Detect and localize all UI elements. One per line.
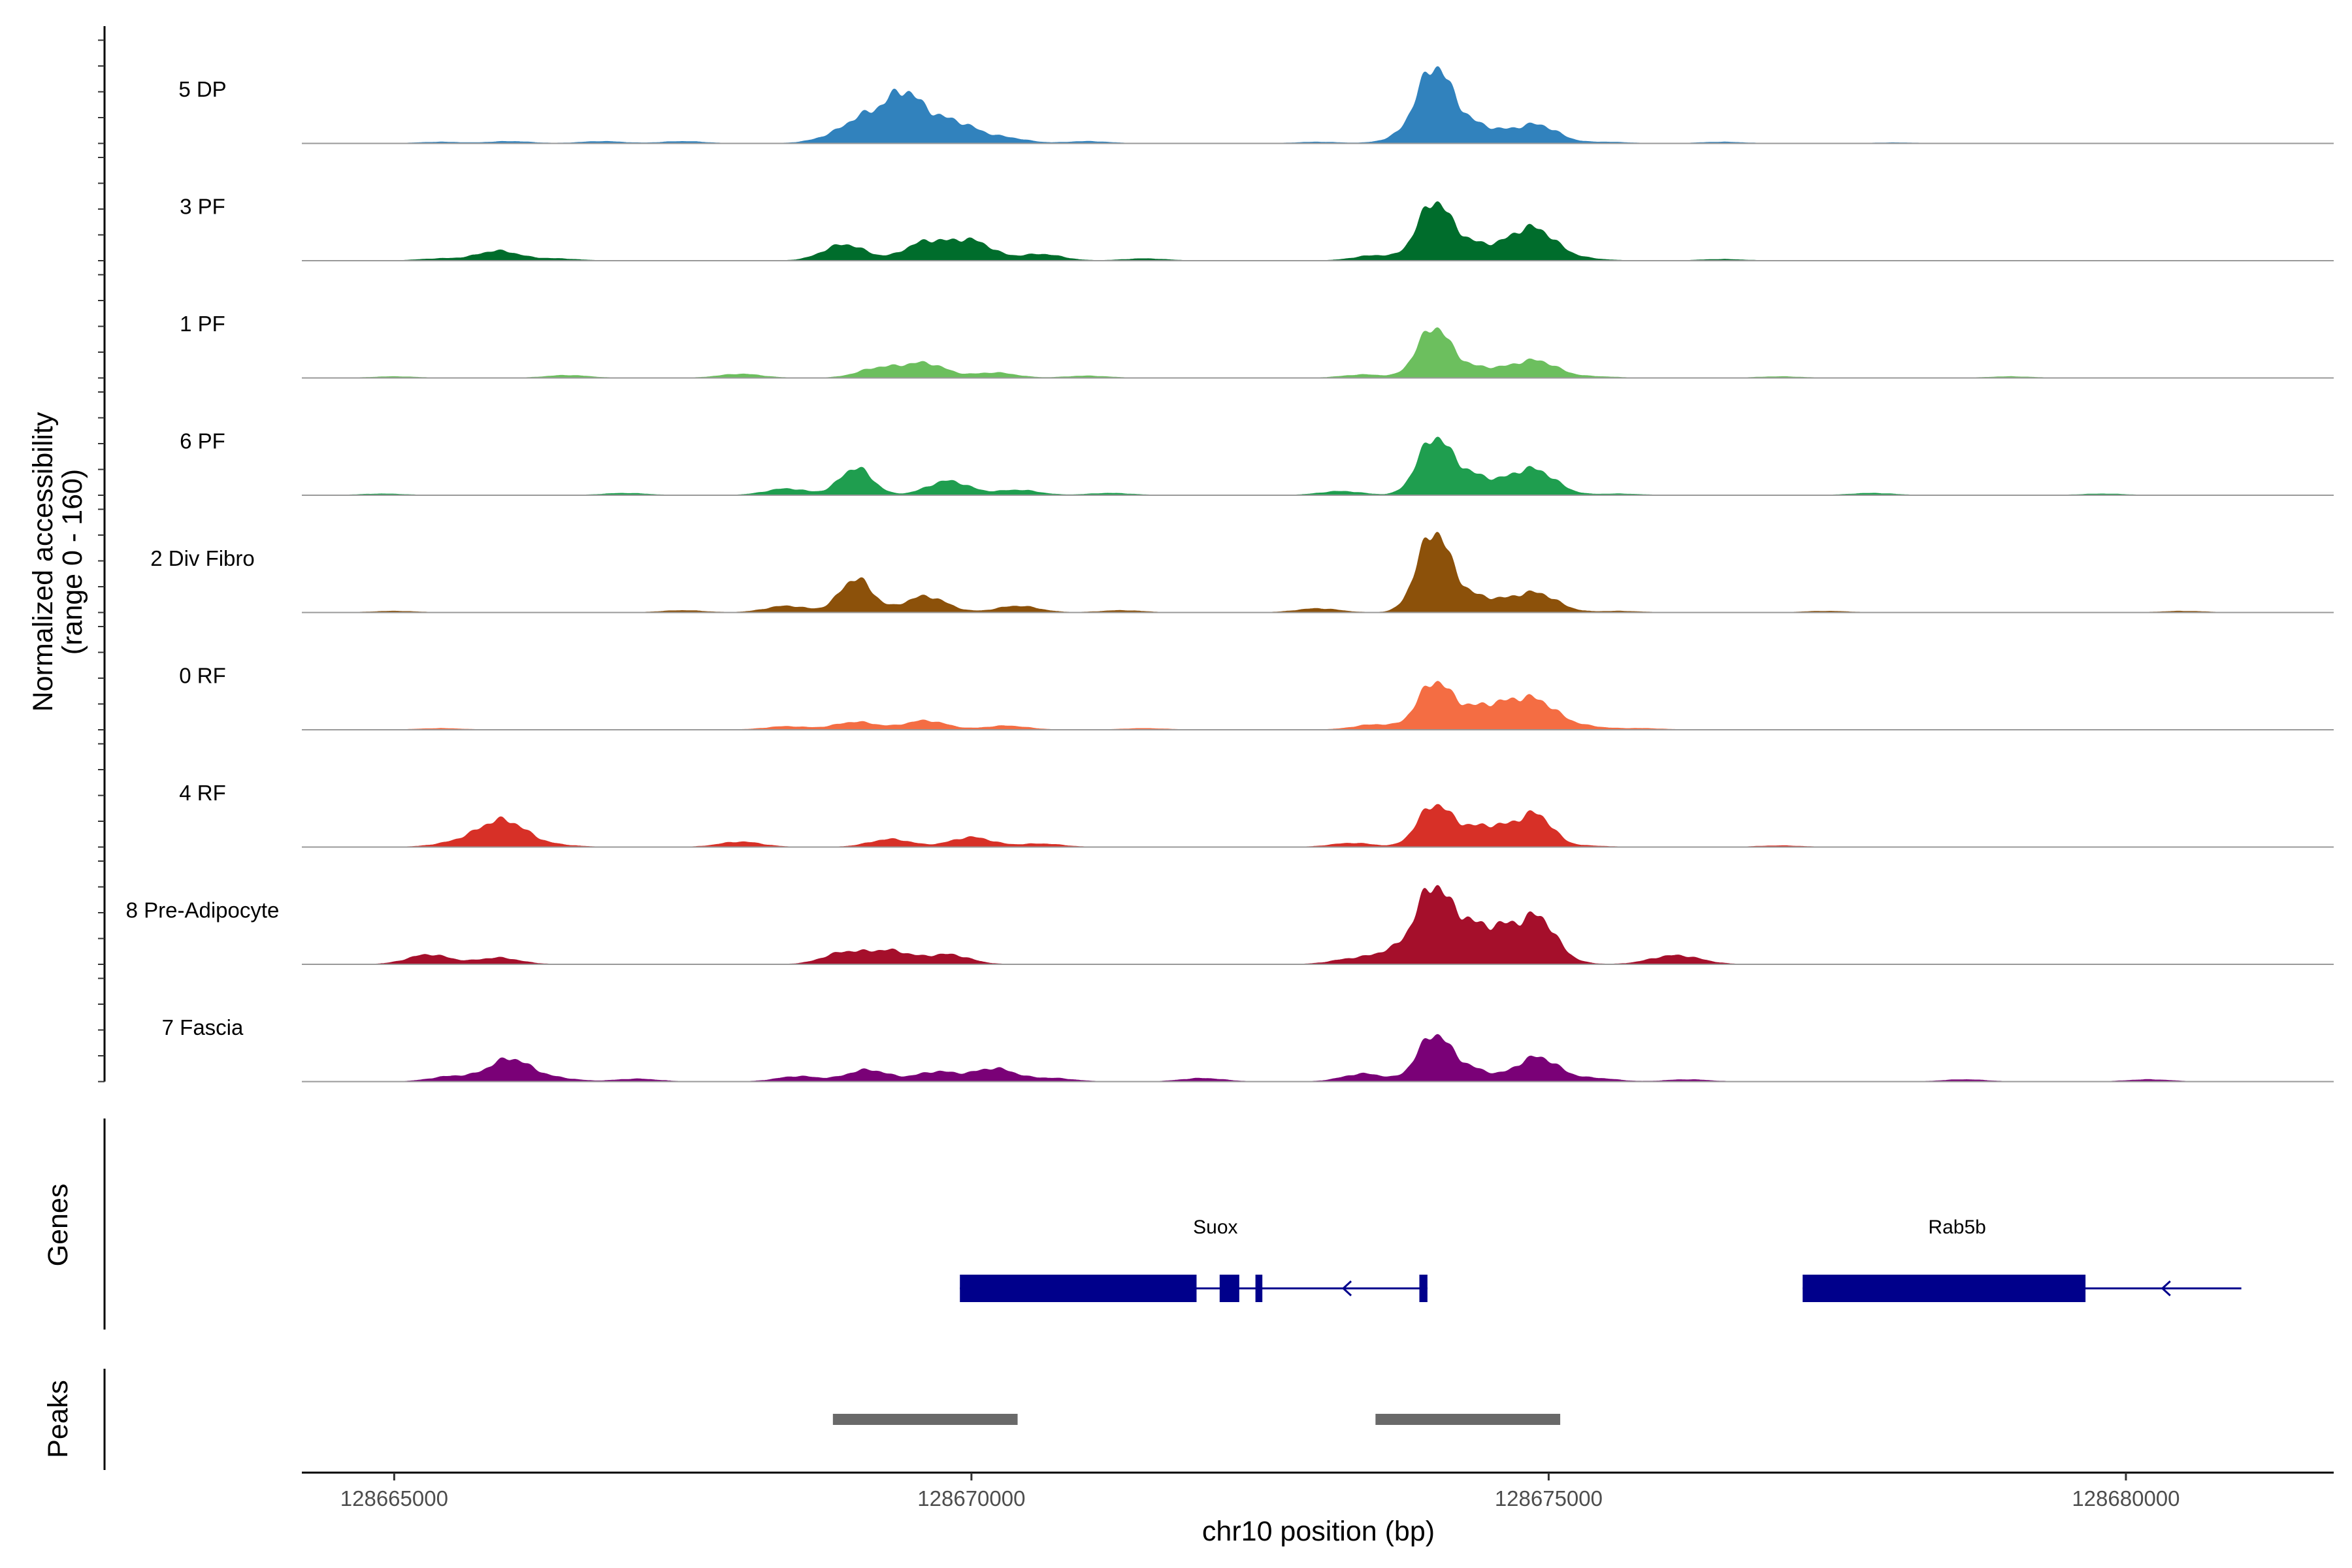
track-label: 4 RF <box>179 781 226 805</box>
gene-exon <box>1255 1275 1263 1302</box>
coverage-area <box>302 327 2334 378</box>
x-tick-label: 128680000 <box>2072 1486 2180 1511</box>
track-label: 6 PF <box>180 429 225 453</box>
gene-rab5b: Rab5b <box>1803 1217 2242 1302</box>
y-axis-title: Normalized accessibility <box>27 412 59 711</box>
gene-exon <box>1219 1275 1239 1302</box>
track-5-dp: 5 DP <box>178 66 2334 144</box>
coverage-area <box>302 66 2334 144</box>
coverage-area <box>302 885 2334 965</box>
track-7-fascia: 7 Fascia <box>162 1015 2334 1083</box>
track-label: 1 PF <box>180 312 225 336</box>
coverage-area <box>302 532 2334 613</box>
y-axis-subtitle: (range 0 - 160) <box>57 469 88 655</box>
gene-exon <box>1803 1275 2086 1302</box>
track-8-pre-adipocyte: 8 Pre-Adipocyte <box>126 885 2334 965</box>
strand-arrow <box>2161 1280 2171 1297</box>
genes-panel: Genes Suox Rab5b <box>42 1119 2242 1330</box>
track-0-rf: 0 RF <box>179 664 2334 730</box>
track-label: 7 Fascia <box>162 1015 244 1039</box>
coverage-y-axis <box>98 26 106 1083</box>
strand-arrow <box>1341 1280 1352 1297</box>
x-tick-label: 128675000 <box>1495 1486 1603 1511</box>
gene-exon <box>1419 1275 1428 1302</box>
track-label: 0 RF <box>179 664 226 688</box>
track-4-rf: 4 RF <box>179 781 2334 848</box>
gene-suox: Suox <box>960 1217 1428 1302</box>
coverage-area <box>302 1034 2334 1082</box>
x-axis-title: chr10 position (bp) <box>1202 1516 1435 1547</box>
genes-panel-title: Genes <box>42 1184 74 1267</box>
gene-label: Suox <box>1193 1217 1237 1238</box>
track-label: 2 Div Fibro <box>150 546 255 570</box>
peaks-panel: Peaks <box>42 1369 1561 1470</box>
peak-bar <box>832 1414 1018 1425</box>
peaks-panel-title: Peaks <box>42 1380 74 1458</box>
track-1-pf: 1 PF <box>180 312 2334 379</box>
track-label: 8 Pre-Adipocyte <box>126 898 280 923</box>
gene-exon <box>960 1275 1197 1302</box>
x-tick-label: 128670000 <box>917 1486 1025 1511</box>
coverage-area <box>302 201 2334 261</box>
coverage-area <box>302 804 2334 847</box>
coverage-area <box>302 436 2334 496</box>
gene-label: Rab5b <box>1928 1217 1985 1238</box>
x-axis: 128665000 128670000 128675000 128680000 <box>302 1471 2334 1511</box>
track-6-pf: 6 PF <box>180 429 2334 496</box>
track-2-div-fibro: 2 Div Fibro <box>150 532 2334 613</box>
peak-bar <box>1375 1414 1561 1425</box>
track-label: 5 DP <box>178 77 226 101</box>
track-label: 3 PF <box>180 195 225 219</box>
coverage-area <box>302 681 2334 730</box>
track-3-pf: 3 PF <box>180 195 2334 261</box>
x-tick-label: 128665000 <box>340 1486 448 1511</box>
coverage-tracks: 5 DP 3 PF 1 PF 6 PF 2 Div Fibro 0 RF 4 RF 8 Pre… <box>126 66 2334 1083</box>
